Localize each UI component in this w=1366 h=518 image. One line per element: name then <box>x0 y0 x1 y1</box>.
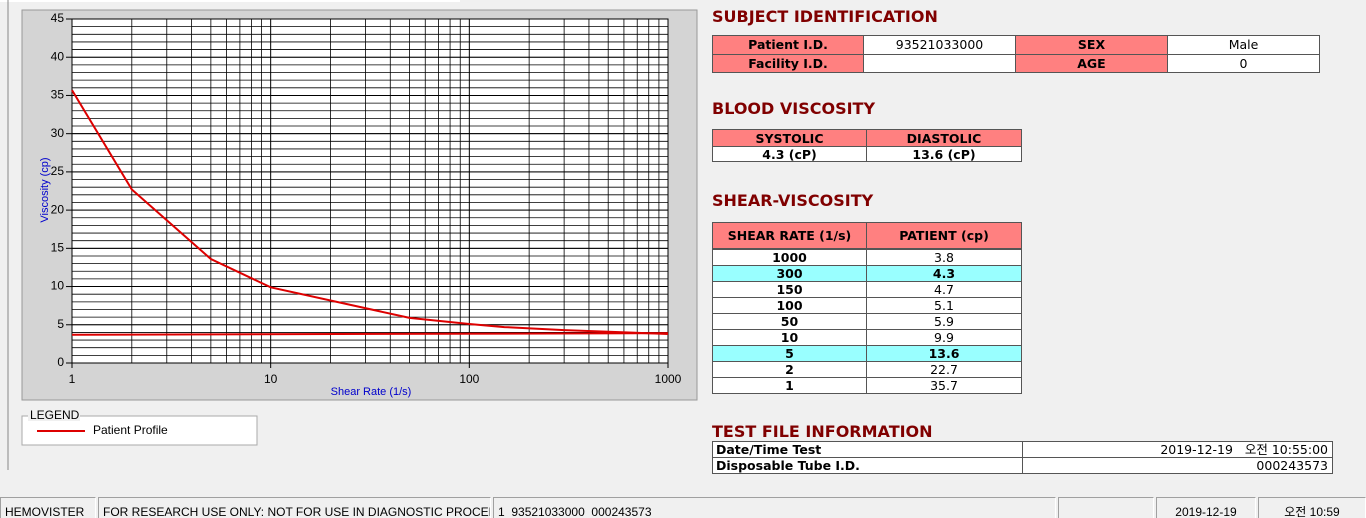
status-segment: 1 93521033000 000243573 <box>493 497 1056 518</box>
shear-rate-cell: 5 <box>712 345 867 362</box>
patient-cell: 5.1 <box>866 297 1022 314</box>
status-segment: 2019-12-19 <box>1156 497 1256 518</box>
status-segment: FOR RESEARCH USE ONLY: NOT FOR USE IN DI… <box>98 497 491 518</box>
legend-title-bg <box>28 409 80 421</box>
label-cell: AGE <box>1015 54 1168 73</box>
section-title: SUBJECT IDENTIFICATION <box>712 7 938 26</box>
series-line <box>71 89 669 335</box>
patient-cell: 9.9 <box>866 329 1022 346</box>
patient-cell: 35.7 <box>866 377 1022 394</box>
shear-rate-cell: 50 <box>712 313 867 330</box>
status-segment: HEMOVISTER <box>0 497 96 518</box>
legend-label: Patient Profile <box>93 423 168 437</box>
shear-rate-cell: 1 <box>712 377 867 394</box>
patient-cell: 4.7 <box>866 281 1022 298</box>
header-cell: DIASTOLIC <box>866 129 1022 147</box>
patient-cell: 22.7 <box>866 361 1022 378</box>
status-segment <box>1058 497 1154 518</box>
value-cell <box>863 54 1016 73</box>
value-cell: 2019-12-19 오전 10:55:00 <box>1022 441 1333 458</box>
y-tick-label: 40 <box>51 49 65 63</box>
shear-rate-cell: 100 <box>712 297 867 314</box>
x-tick-label: 100 <box>459 372 479 386</box>
value-cell: 4.3 (cP) <box>712 146 867 162</box>
header-cell: PATIENT (cp) <box>866 222 1022 249</box>
status-segment: 오전 10:59 <box>1258 497 1366 518</box>
shear-rate-cell: 10 <box>712 329 867 346</box>
plot-area <box>72 19 668 363</box>
value-cell: 0 <box>1167 54 1320 73</box>
patient-cell: 3.8 <box>866 249 1022 266</box>
x-axis-label: Shear Rate (1/s) <box>331 386 412 398</box>
y-tick-label: 20 <box>51 202 65 216</box>
series-line <box>71 332 669 336</box>
y-tick-label: 30 <box>51 126 65 140</box>
patient-cell: 13.6 <box>866 345 1022 362</box>
section-title: SHEAR-VISCOSITY <box>712 191 874 210</box>
legend-title: LEGEND <box>30 408 80 422</box>
x-tick-label: 1000 <box>655 372 682 386</box>
label-cell: Date/Time Test <box>712 441 1023 458</box>
section-title: BLOOD VISCOSITY <box>712 99 876 118</box>
patient-cell: 4.3 <box>866 265 1022 282</box>
x-tick-label: 10 <box>264 372 278 386</box>
y-tick-label: 0 <box>57 355 64 369</box>
value-cell: 13.6 (cP) <box>866 146 1022 162</box>
header-cell: SHEAR RATE (1/s) <box>712 222 867 249</box>
patient-cell: 5.9 <box>866 313 1022 330</box>
label-cell: SEX <box>1015 35 1168 55</box>
shear-rate-cell: 150 <box>712 281 867 298</box>
y-tick-label: 45 <box>51 11 65 25</box>
y-tick-label: 5 <box>57 317 64 331</box>
y-axis-label: Viscosity (cp) <box>39 157 51 222</box>
y-tick-label: 15 <box>51 241 65 255</box>
label-cell: Disposable Tube I.D. <box>712 457 1023 474</box>
y-tick-label: 10 <box>51 279 65 293</box>
plot-frame <box>71 18 669 364</box>
chart: Shear Rate (1/s) Viscosity (cp) LEGEND 0… <box>0 0 698 470</box>
label-cell: Patient I.D. <box>712 35 864 55</box>
value-cell: Male <box>1167 35 1320 55</box>
label-cell: Facility I.D. <box>712 54 864 73</box>
header-cell: SYSTOLIC <box>712 129 867 147</box>
shear-rate-cell: 1000 <box>712 249 867 266</box>
y-tick-label: 35 <box>51 88 65 102</box>
section-title: TEST FILE INFORMATION <box>712 422 933 441</box>
x-tick-label: 1 <box>69 372 76 386</box>
top-edge <box>0 0 460 2</box>
shear-rate-cell: 2 <box>712 361 867 378</box>
value-cell: 93521033000 <box>863 35 1016 55</box>
y-tick-label: 25 <box>51 164 65 178</box>
shear-rate-cell: 300 <box>712 265 867 282</box>
value-cell: 000243573 <box>1022 457 1333 474</box>
